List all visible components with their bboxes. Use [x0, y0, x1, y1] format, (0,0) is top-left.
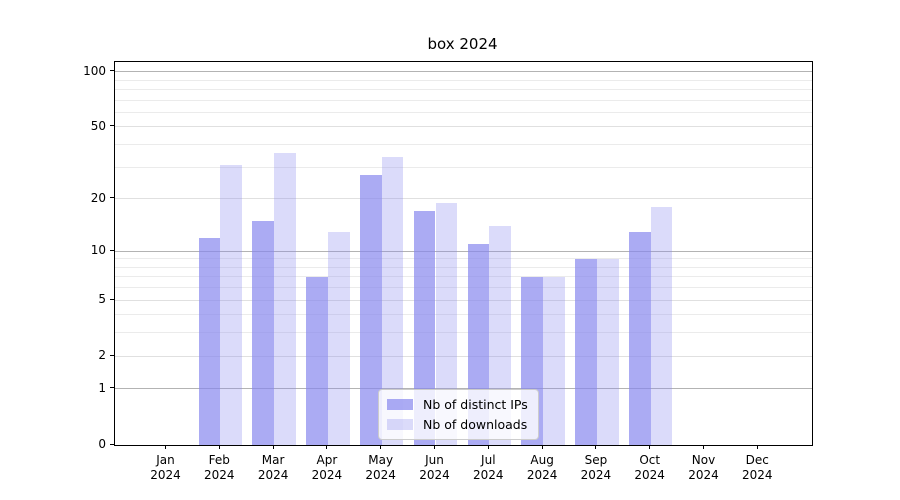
y-tick-mark [110, 249, 114, 251]
y-tick-label: 2 [98, 348, 106, 363]
legend-label-distinct-ips: Nb of distinct IPs [423, 397, 528, 412]
x-tick-mark [272, 445, 274, 449]
x-tick-mark [218, 445, 220, 449]
legend: Nb of distinct IPs Nb of downloads [378, 389, 539, 440]
x-tick-mark [649, 445, 651, 449]
major-gridline [115, 250, 812, 252]
y-tick-mark [110, 387, 114, 389]
y-tick-label: 100 [83, 63, 106, 78]
y-tick-label: 50 [90, 118, 106, 133]
legend-swatch-distinct-ips-icon [387, 399, 413, 410]
major-gridline [115, 388, 812, 390]
x-tick-label: Sep 2024 [580, 453, 612, 482]
minor-gridline [115, 166, 812, 168]
bar-distinct-ips-jun [413, 211, 436, 445]
y-tick-label: 5 [98, 292, 106, 307]
minor-gridline [115, 89, 812, 90]
minor-gridline [115, 266, 812, 268]
y-tick-label: 1 [98, 380, 106, 395]
bar-downloads-jun [435, 202, 458, 445]
minor-gridline [115, 79, 812, 81]
x-tick-mark [756, 445, 758, 449]
chart-title: box 2024 [427, 35, 498, 53]
bar-distinct-ips-mar [252, 220, 275, 445]
x-tick-mark [703, 445, 704, 449]
bar-distinct-ips-oct [629, 231, 651, 445]
x-tick-label: Jul 2024 [473, 453, 504, 482]
legend-item-distinct-ips: Nb of distinct IPs [387, 397, 528, 412]
bar-downloads-apr [327, 231, 350, 445]
x-tick-label: Apr 2024 [311, 453, 343, 482]
minor-gridline [115, 111, 812, 113]
x-tick-label: Nov 2024 [688, 453, 719, 482]
x-tick-label: Jan 2024 [150, 453, 181, 482]
legend-swatch-downloads-icon [387, 419, 413, 430]
major-gridline [115, 299, 812, 301]
x-tick-mark [165, 445, 166, 449]
bar-distinct-ips-may [360, 175, 382, 445]
minor-gridline [115, 144, 812, 146]
bar-downloads-may [381, 157, 404, 445]
x-tick-mark [487, 445, 489, 449]
legend-item-downloads: Nb of downloads [387, 417, 528, 432]
minor-gridline [115, 99, 812, 101]
y-tick-mark [110, 443, 114, 445]
minor-gridline [115, 314, 812, 316]
bar-downloads-mar [274, 152, 296, 445]
bar-downloads-oct [650, 206, 673, 445]
bar-distinct-ips-sep [575, 258, 597, 445]
x-tick-mark [434, 445, 435, 449]
x-tick-label: Oct 2024 [634, 453, 665, 482]
plot-area: Nb of distinct IPs Nb of downloads [114, 61, 813, 446]
x-tick-label: Jun 2024 [419, 453, 450, 482]
minor-gridline [115, 332, 812, 334]
x-tick-mark [380, 445, 382, 449]
y-tick-label: 20 [90, 190, 106, 205]
bar-distinct-ips-feb [198, 237, 221, 445]
x-tick-mark [595, 445, 597, 449]
legend-label-downloads: Nb of downloads [423, 417, 528, 432]
minor-gridline [115, 258, 812, 260]
major-gridline [115, 126, 812, 128]
major-gridline [115, 198, 812, 200]
bar-distinct-ips-apr [306, 276, 328, 445]
y-tick-mark [110, 125, 114, 127]
y-tick-mark [110, 197, 114, 199]
bar-downloads-feb [220, 164, 242, 445]
x-tick-label: Feb 2024 [204, 453, 235, 482]
y-tick-label: 10 [90, 243, 106, 258]
minor-gridline [115, 287, 812, 289]
major-gridline [115, 71, 812, 73]
y-tick-label: 0 [98, 437, 106, 451]
y-tick-mark [110, 298, 114, 300]
major-gridline [115, 355, 812, 357]
x-tick-label: Aug 2024 [526, 453, 558, 482]
y-tick-mark [110, 70, 114, 72]
minor-gridline [115, 276, 812, 278]
x-tick-label: Mar 2024 [257, 453, 289, 482]
y-tick-mark [110, 354, 114, 356]
x-tick-mark [326, 445, 328, 449]
bar-downloads-aug [543, 276, 565, 445]
bar-downloads-sep [596, 258, 619, 445]
x-tick-label: Dec 2024 [742, 453, 773, 482]
x-tick-label: May 2024 [365, 453, 396, 482]
x-tick-mark [541, 445, 543, 449]
